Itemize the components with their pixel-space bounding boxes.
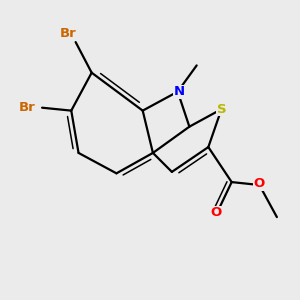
- Text: O: O: [210, 206, 221, 219]
- Text: S: S: [217, 103, 226, 116]
- Text: O: O: [254, 177, 265, 190]
- Text: N: N: [174, 85, 185, 98]
- Text: Br: Br: [60, 27, 77, 40]
- Text: Br: Br: [19, 101, 35, 114]
